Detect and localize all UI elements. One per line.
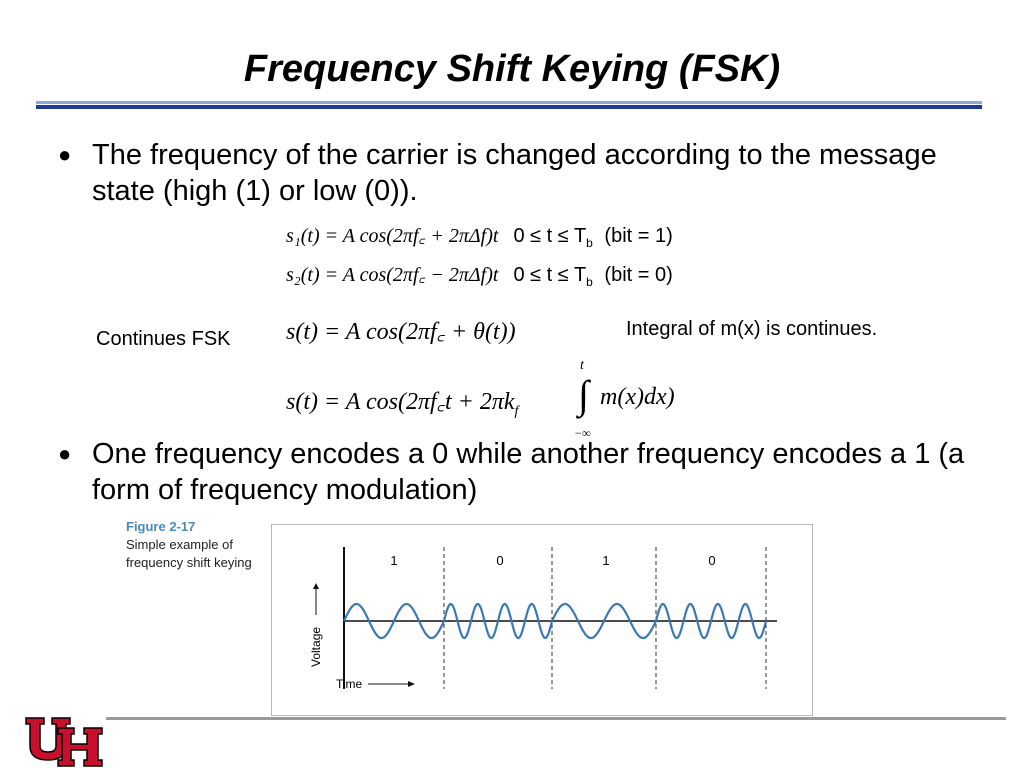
bullet-2-text: One frequency encodes a 0 while another …	[92, 438, 965, 506]
equation-s1: s₁(t) = A cos(2πf꜀ + 2πΔf)t 0 ≤ t ≤ Tb (…	[286, 221, 673, 250]
equation-continuous-2-kf-sub: f	[514, 403, 519, 419]
bit-label-4: 0	[708, 553, 715, 568]
bullet-2: ● One frequency encodes a 0 while anothe…	[58, 436, 972, 508]
title-underline	[36, 101, 982, 111]
equation-continuous-2-right: m(x)dx)	[600, 384, 675, 410]
y-axis-label-group: Voltage	[309, 583, 323, 667]
bit-label-2: 0	[496, 553, 503, 568]
continues-fsk-label: Continues FSK	[96, 328, 231, 350]
university-of-houston-uh-logo	[25, 717, 103, 767]
bullet-1-text: The frequency of the carrier is changed …	[92, 139, 937, 207]
x-axis-label: Time	[336, 677, 363, 691]
equation-continuous-1: s(t) = A cos(2πf꜀ + θ(t))	[286, 319, 516, 345]
equation-s2-bit: (bit = 0)	[604, 264, 673, 286]
bit-label-3: 1	[602, 553, 609, 568]
bullet-dot: ●	[58, 142, 72, 167]
equation-s1-condition-sub: b	[586, 236, 593, 250]
x-axis-arrowhead	[408, 681, 415, 687]
integral-sign: ∫	[578, 372, 589, 417]
equation-continuous-2-left: s(t) = A cos(2πf꜀t + 2πk	[286, 389, 515, 415]
y-axis-label: Voltage	[309, 627, 323, 667]
bullet-1: ● The frequency of the carrier is change…	[58, 137, 972, 209]
fsk-waveform-diagram: 1 0 1 0 Voltage Time	[309, 547, 777, 691]
equation-s1-bit: (bit = 1)	[604, 225, 673, 247]
bullet-dot: ●	[58, 441, 72, 466]
fsk-figure: 1 0 1 0 Voltage Time	[271, 524, 813, 716]
equation-s1-condition: 0 ≤ t ≤ T	[513, 225, 587, 247]
equation-s2: s₂(t) = A cos(2πf꜀ − 2πΔf)t 0 ≤ t ≤ Tb (…	[286, 260, 673, 289]
figure-caption-text: Simple example of frequency shift keying	[126, 537, 252, 570]
bit-label-1: 1	[390, 553, 397, 568]
figure-number: Figure 2-17	[126, 519, 196, 534]
slide-title: Frequency Shift Keying (FSK)	[243, 48, 781, 90]
y-axis-arrowhead	[313, 583, 319, 589]
fsk-wave	[343, 602, 768, 640]
integral-lower-limit: −∞	[574, 426, 591, 440]
footer-rule	[106, 717, 1006, 720]
integral-upper-limit: t	[580, 358, 584, 373]
integral-note: Integral of m(x) is continues.	[626, 318, 878, 340]
equation-s2-expr: s₂(t) = A cos(2πf꜀ − 2πΔf)t	[286, 264, 499, 286]
equation-s1-expr: s₁(t) = A cos(2πf꜀ + 2πΔf)t	[286, 225, 499, 247]
figure-caption: Figure 2-17 Simple example of frequency …	[126, 518, 266, 572]
equation-continuous-2: s(t) = A cos(2πf꜀t + 2πkf	[286, 384, 518, 420]
equation-s2-condition-sub: b	[586, 275, 593, 289]
equation-s2-condition: 0 ≤ t ≤ T	[513, 264, 587, 286]
